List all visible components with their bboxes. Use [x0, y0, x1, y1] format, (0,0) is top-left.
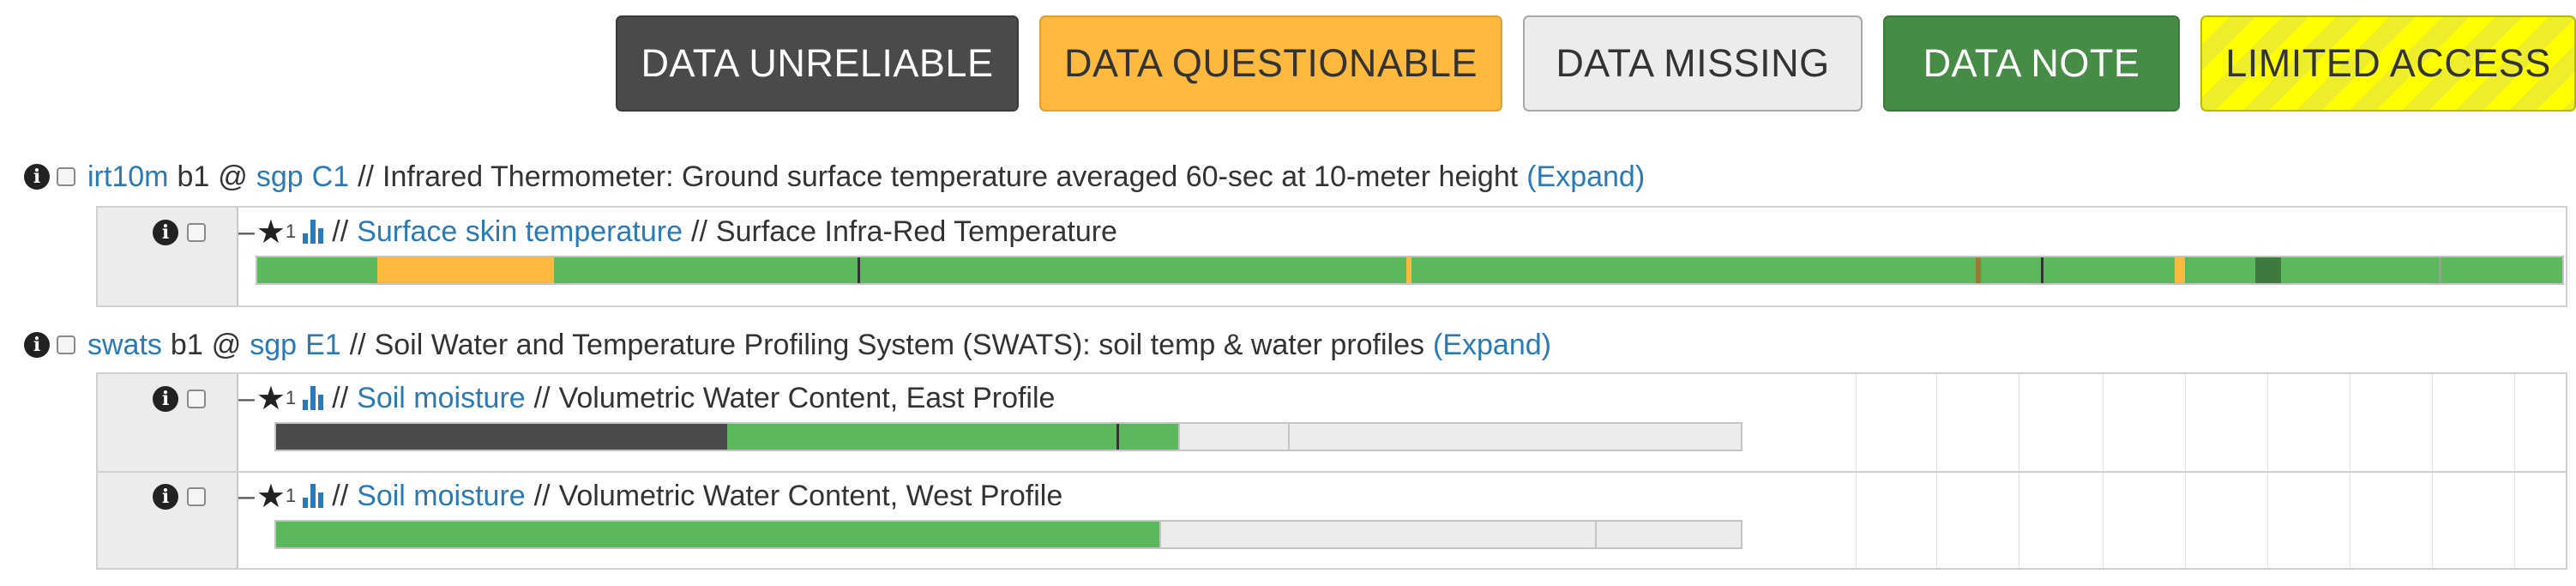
row-controls: i: [98, 208, 238, 305]
segment-missing: [1159, 522, 1741, 547]
separator: //: [332, 214, 349, 248]
dataset-checkbox[interactable]: [57, 335, 75, 354]
bar-chart-icon[interactable]: [303, 220, 324, 244]
segment-note: [2255, 257, 2281, 283]
dataset-code-link[interactable]: swats: [87, 328, 162, 361]
data-availability-timeline[interactable]: [274, 422, 1742, 451]
bar-chart-icon[interactable]: [303, 484, 324, 508]
variable-checkbox[interactable]: [187, 390, 206, 408]
star-icon[interactable]: ★: [256, 478, 286, 515]
variable-row: i – ★ 1 // Surface skin temperature // S…: [96, 206, 2567, 307]
dataset-description: Infrared Thermometer: Ground surface tem…: [382, 160, 1519, 193]
variable-label: – ★ 1 // Soil moisture // Volumetric Wat…: [238, 380, 1056, 417]
separator: //: [332, 381, 349, 414]
at-sign: @: [218, 160, 248, 193]
info-icon[interactable]: i: [153, 220, 178, 245]
info-icon[interactable]: i: [24, 164, 50, 190]
variable-label: – ★ 1 // Soil moisture // Volumetric Wat…: [238, 478, 1063, 515]
bar-chart-icon[interactable]: [303, 386, 324, 410]
segment-questionable: [377, 257, 554, 283]
segment-good: [727, 424, 1178, 450]
info-icon[interactable]: i: [153, 386, 178, 412]
star-icon[interactable]: ★: [256, 214, 286, 251]
legend-data-questionable[interactable]: DATA QUESTIONABLE: [1039, 15, 1502, 112]
segment-divider: [1288, 424, 1290, 450]
variable-label: – ★ 1 // Surface skin temperature // Sur…: [238, 214, 1117, 251]
variable-name: Surface Infra-Red Temperature: [715, 214, 1117, 248]
segment-marker: [858, 257, 860, 283]
variable-rows-swats: i i – ★ 1 // Soil moisture // Volumetric…: [96, 372, 2567, 570]
star-count: 1: [286, 387, 297, 408]
data-availability-timeline[interactable]: [256, 256, 2564, 285]
legend-data-unreliable[interactable]: DATA UNRELIABLE: [616, 15, 1019, 112]
variable-category-link[interactable]: Soil moisture: [357, 479, 526, 512]
info-icon[interactable]: i: [24, 332, 50, 358]
legend-data-missing[interactable]: DATA MISSING: [1523, 15, 1863, 112]
segment-marker: [2439, 257, 2441, 283]
segment-questionable: [2175, 257, 2185, 283]
segment-marker: [2041, 257, 2043, 283]
segment-divider: [1595, 522, 1597, 547]
dataset-checkbox[interactable]: [57, 167, 75, 186]
segment-marker: [1116, 424, 1119, 450]
dataset-header-irt10m: i irt10m b1 @ sgp C1 // Infrared Thermom…: [24, 154, 1645, 199]
legend-limited-access[interactable]: LIMITED ACCESS: [2200, 15, 2576, 112]
expand-link[interactable]: (Expand): [1526, 160, 1646, 193]
variable-category-link[interactable]: Soil moisture: [357, 381, 526, 414]
star-count: 1: [286, 485, 297, 506]
at-sign: @: [211, 328, 242, 361]
segment-note: [1976, 257, 1981, 283]
expand-link[interactable]: (Expand): [1433, 328, 1551, 361]
segment-questionable: [1406, 257, 1411, 283]
separator: //: [332, 479, 349, 512]
star-count: 1: [286, 221, 297, 242]
dataset-header-swats: i swats b1 @ sgp E1 // Soil Water and Te…: [24, 323, 1551, 367]
separator: //: [533, 381, 551, 414]
data-availability-timeline[interactable]: [274, 520, 1742, 549]
dataset-level: b1: [177, 160, 210, 193]
variable-checkbox[interactable]: [187, 487, 206, 506]
segment-missing: [1178, 424, 1741, 450]
variable-name: Volumetric Water Content, West Profile: [558, 479, 1063, 512]
variable-category-link[interactable]: Surface skin temperature: [357, 214, 683, 248]
variable-checkbox[interactable]: [187, 223, 206, 242]
star-icon[interactable]: ★: [256, 380, 286, 417]
separator: //: [533, 479, 551, 512]
separator: //: [358, 160, 375, 193]
site-link[interactable]: sgp: [256, 160, 304, 193]
separator: //: [349, 328, 366, 361]
dataset-description: Soil Water and Temperature Profiling Sys…: [374, 328, 1425, 361]
facility-link[interactable]: E1: [305, 328, 341, 361]
legend-data-note[interactable]: DATA NOTE: [1883, 15, 2180, 112]
segment-good: [276, 522, 1159, 547]
dataset-code-link[interactable]: irt10m: [87, 160, 169, 193]
segment-unreliable: [276, 424, 727, 450]
site-link[interactable]: sgp: [250, 328, 298, 361]
dataset-level: b1: [170, 328, 203, 361]
facility-link[interactable]: C1: [311, 160, 350, 193]
row-divider: [98, 471, 2566, 473]
info-icon[interactable]: i: [153, 484, 178, 510]
separator: //: [691, 214, 707, 248]
variable-name: Volumetric Water Content, East Profile: [558, 381, 1056, 414]
